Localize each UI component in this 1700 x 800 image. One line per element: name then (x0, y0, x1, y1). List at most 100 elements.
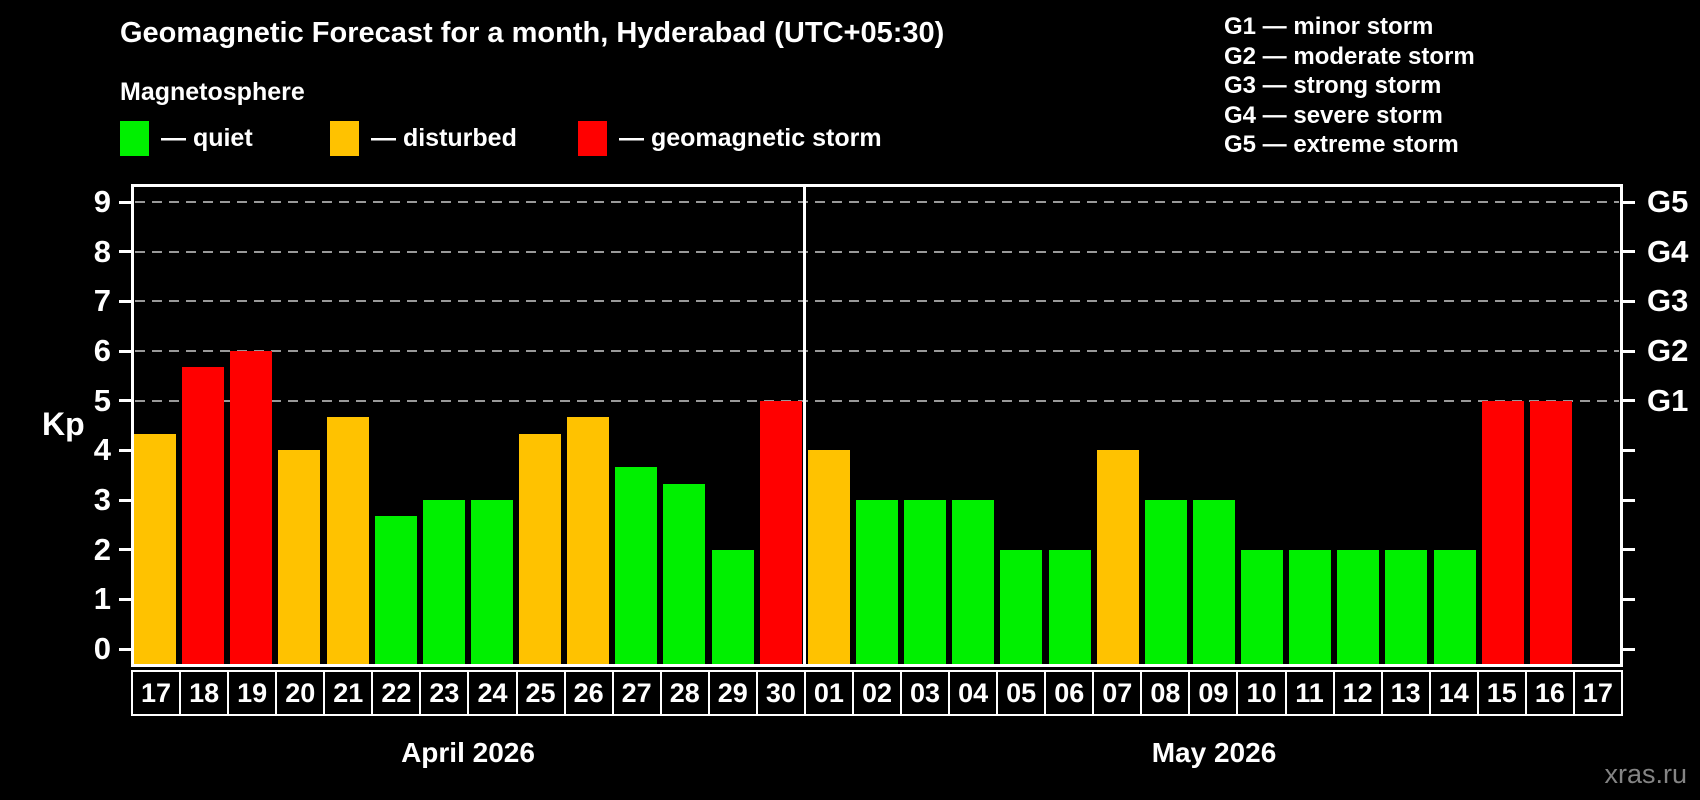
kp-bar-april-23 (422, 500, 465, 664)
legend-label-disturbed: — disturbed (371, 124, 517, 152)
day-cell: 07 (1094, 672, 1143, 714)
kp-bar-april-26 (567, 417, 610, 664)
left-axis-tick (119, 299, 131, 303)
g2-legend-line: G2 — moderate storm (1224, 42, 1475, 70)
gridline-kp5 (135, 399, 1619, 402)
kp-bar-april-27 (615, 466, 658, 664)
y-tick-label: 1 (93, 581, 111, 617)
kp-bar-may-14 (1433, 549, 1476, 664)
kp-bar-may-06 (1048, 549, 1091, 664)
right-axis-tick (1623, 548, 1635, 552)
y-tick-label: 8 (93, 233, 111, 269)
right-axis-tick (1623, 200, 1635, 204)
quiet-color-swatch (120, 121, 149, 156)
kp-bar-may-12 (1337, 549, 1380, 664)
y-tick-label: 2 (93, 531, 111, 567)
day-cell: 29 (710, 672, 758, 714)
kp-bar-april-25 (519, 433, 562, 664)
kp-bar-may-07 (1096, 450, 1139, 664)
right-axis-tick (1623, 349, 1635, 353)
left-axis-tick (119, 647, 131, 651)
day-cell: 20 (277, 672, 326, 714)
day-cell: 24 (469, 672, 518, 714)
day-cell: 15 (1479, 672, 1527, 714)
day-cell: 22 (373, 672, 422, 714)
kp-bar-april-20 (278, 450, 321, 664)
day-cell: 30 (758, 672, 806, 714)
left-axis-tick (119, 399, 131, 403)
legend-item-quiet: — quiet (120, 121, 253, 156)
legend-label-storm: — geomagnetic storm (619, 124, 882, 152)
month-label-april: April 2026 (401, 737, 535, 768)
gridline-kp8 (135, 250, 1619, 253)
day-cell: 14 (1431, 672, 1479, 714)
left-axis-tick (119, 200, 131, 204)
day-cell: 27 (614, 672, 662, 714)
day-cell: 01 (806, 672, 854, 714)
kp-bar-may-01 (807, 450, 850, 664)
gridline-kp9 (135, 201, 1619, 203)
kp-bar-may-10 (1241, 549, 1284, 664)
day-cell: 08 (1142, 672, 1191, 714)
y-tick-label: 0 (93, 631, 111, 666)
day-cell: 11 (1287, 672, 1335, 714)
kp-bar-april-21 (326, 417, 369, 664)
kp-bar-april-30 (759, 400, 802, 664)
y-tick-label: 3 (93, 482, 111, 517)
g3-legend-line: G3 — strong storm (1224, 72, 1442, 99)
month-label-may: May 2026 (1151, 737, 1277, 768)
day-cell: 26 (566, 672, 614, 714)
left-axis-tick (119, 250, 131, 254)
legend-label-quiet: — quiet (161, 124, 253, 152)
kp-bar-april-19 (230, 351, 273, 664)
kp-bar-may-16 (1529, 400, 1572, 664)
kp-bar-may-09 (1192, 500, 1235, 664)
day-cell: 18 (181, 672, 230, 714)
kp-bar-may-11 (1289, 549, 1332, 664)
storm-color-swatch (578, 121, 607, 156)
kp-bar-may-04 (952, 500, 995, 664)
g-scale-label-g3: G3 (1647, 283, 1689, 319)
day-cell: 23 (421, 672, 470, 714)
y-tick-label: 5 (93, 382, 111, 418)
day-cell: 12 (1335, 672, 1383, 714)
kp-bar-may-13 (1385, 549, 1428, 664)
left-axis-tick (119, 597, 131, 601)
day-cell: 04 (950, 672, 999, 714)
right-axis-tick (1623, 399, 1635, 403)
y-tick-label: 9 (93, 184, 111, 219)
kp-bar-april-18 (182, 367, 225, 664)
g-scale-label-g4: G4 (1647, 233, 1689, 269)
day-cell: 17 (133, 672, 182, 714)
magnetosphere-subtitle: Magnetosphere (120, 78, 305, 106)
g-scale-label-g5: G5 (1647, 184, 1689, 219)
y-axis-title-kp: Kp (42, 405, 85, 442)
gridline-kp6 (135, 350, 1619, 352)
day-cell: 13 (1383, 672, 1431, 714)
y-tick-label: 4 (93, 432, 111, 468)
left-axis-tick (119, 448, 131, 452)
left-axis-tick (119, 349, 131, 353)
right-axis-tick (1623, 498, 1635, 502)
legend-item-storm: — geomagnetic storm (578, 121, 882, 156)
left-axis-tick (119, 498, 131, 502)
day-cell: 06 (1046, 672, 1095, 714)
right-axis-tick (1623, 647, 1635, 651)
xras-watermark: xras.ru (1604, 759, 1687, 789)
legend-item-disturbed: — disturbed (330, 121, 517, 156)
day-label-row: 17 18 19 20 21 22 23 24 25 26 27 28 29 30 01 02 03 04 05 06… (131, 670, 1623, 716)
day-cell: 03 (902, 672, 951, 714)
g4-legend-line: G4 — severe storm (1224, 101, 1443, 129)
kp-bar-may-15 (1481, 400, 1524, 664)
day-cell: 21 (325, 672, 374, 714)
g-scale-label-g2: G2 (1647, 333, 1689, 368)
right-axis-tick (1623, 250, 1635, 254)
kp-bar-may-05 (1000, 549, 1043, 664)
gridline-kp7 (135, 300, 1619, 303)
left-axis-tick (119, 548, 131, 552)
day-cell: 25 (518, 672, 566, 714)
g1-legend-line: G1 — minor storm (1224, 13, 1434, 40)
right-axis-tick (1623, 448, 1635, 452)
y-tick-label: 6 (93, 333, 111, 368)
